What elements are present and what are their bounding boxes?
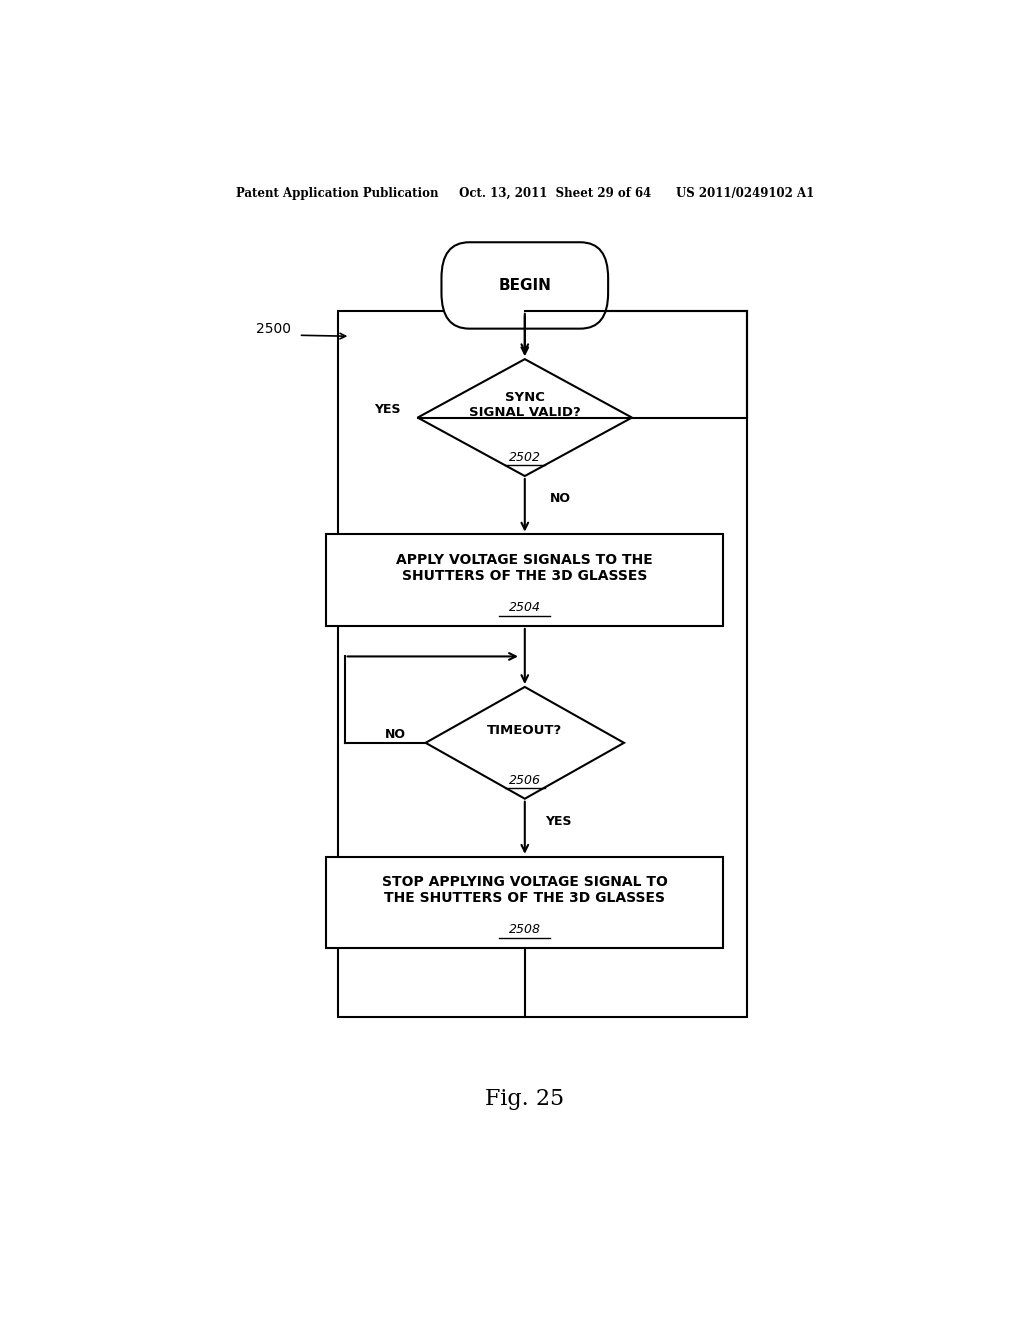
- Text: YES: YES: [374, 403, 400, 416]
- Text: 2500: 2500: [256, 322, 291, 337]
- Bar: [338, 312, 748, 1018]
- Text: STOP APPLYING VOLTAGE SIGNAL TO
THE SHUTTERS OF THE 3D GLASSES: STOP APPLYING VOLTAGE SIGNAL TO THE SHUT…: [382, 875, 668, 906]
- Text: 2504: 2504: [509, 601, 541, 614]
- Text: TIMEOUT?: TIMEOUT?: [487, 725, 562, 737]
- Polygon shape: [426, 686, 624, 799]
- Bar: [327, 857, 723, 948]
- Text: NO: NO: [385, 729, 406, 742]
- Text: BEGIN: BEGIN: [499, 279, 551, 293]
- Text: Patent Application Publication     Oct. 13, 2011  Sheet 29 of 64      US 2011/02: Patent Application Publication Oct. 13, …: [236, 187, 814, 201]
- Text: 2506: 2506: [509, 774, 541, 787]
- FancyBboxPatch shape: [441, 243, 608, 329]
- Text: Fig. 25: Fig. 25: [485, 1088, 564, 1110]
- Text: 2502: 2502: [509, 451, 541, 465]
- Text: YES: YES: [545, 814, 571, 828]
- Text: APPLY VOLTAGE SIGNALS TO THE
SHUTTERS OF THE 3D GLASSES: APPLY VOLTAGE SIGNALS TO THE SHUTTERS OF…: [396, 553, 653, 583]
- Text: 2508: 2508: [509, 924, 541, 936]
- Text: NO: NO: [550, 492, 571, 504]
- Text: SYNC
SIGNAL VALID?: SYNC SIGNAL VALID?: [469, 392, 581, 420]
- Polygon shape: [418, 359, 632, 477]
- Bar: [327, 535, 723, 626]
